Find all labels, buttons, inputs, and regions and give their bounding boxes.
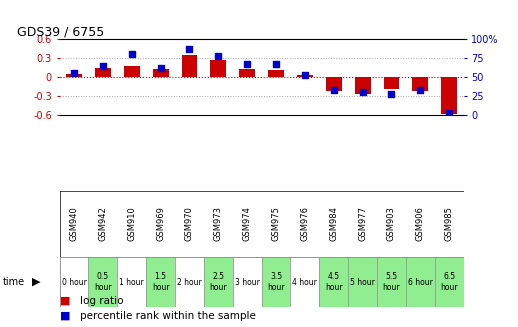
Bar (124, 66, 140, 77)
Text: GSM973: GSM973 (214, 206, 223, 242)
Bar (377, 257, 406, 307)
Bar (297, 75, 313, 77)
Text: GDS39 / 6755: GDS39 / 6755 (17, 25, 105, 38)
Text: GSM910: GSM910 (127, 207, 136, 241)
Text: ■: ■ (60, 296, 70, 306)
Bar (60, 257, 89, 307)
Text: 2 hour: 2 hour (177, 278, 202, 286)
Point (99, 63, 107, 68)
Text: percentile rank within the sample: percentile rank within the sample (80, 311, 256, 320)
Text: GSM977: GSM977 (358, 206, 367, 242)
Point (387, 91, 396, 96)
Point (445, 111, 453, 116)
Text: ■: ■ (60, 311, 70, 320)
Bar (383, 77, 399, 89)
Text: 4 hour: 4 hour (293, 278, 318, 286)
Text: GSM942: GSM942 (98, 207, 107, 241)
Text: 0.5
hour: 0.5 hour (94, 272, 112, 292)
Text: GSM969: GSM969 (156, 207, 165, 241)
Text: 3 hour: 3 hour (235, 278, 260, 286)
Bar (204, 257, 233, 307)
Point (156, 65, 165, 71)
Point (358, 90, 367, 95)
Bar (89, 257, 117, 307)
Bar (268, 70, 284, 77)
Text: GSM974: GSM974 (242, 207, 252, 241)
Point (70, 71, 78, 76)
Text: 1 hour: 1 hour (119, 278, 144, 286)
Bar (210, 60, 226, 77)
Text: 6.5
hour: 6.5 hour (440, 272, 458, 292)
Text: 3.5
hour: 3.5 hour (267, 272, 285, 292)
Bar (239, 69, 255, 77)
Text: 2.5
hour: 2.5 hour (209, 272, 227, 292)
Bar (441, 77, 457, 114)
Text: 4.5
hour: 4.5 hour (325, 272, 342, 292)
Point (301, 72, 309, 77)
Bar (355, 77, 370, 95)
Point (185, 46, 194, 52)
Text: 5.5
hour: 5.5 hour (383, 272, 400, 292)
Bar (117, 257, 146, 307)
Text: time: time (3, 277, 25, 287)
Text: GSM984: GSM984 (329, 207, 338, 241)
Text: ▶: ▶ (32, 277, 40, 287)
Point (329, 88, 338, 93)
Bar (406, 257, 435, 307)
Text: 5 hour: 5 hour (350, 278, 375, 286)
Bar (153, 69, 168, 77)
Bar (146, 257, 175, 307)
Bar (181, 55, 197, 77)
Bar (326, 77, 342, 91)
Point (416, 88, 424, 93)
Bar (66, 74, 82, 77)
Text: log ratio: log ratio (80, 296, 124, 306)
Bar (262, 257, 291, 307)
Text: GSM985: GSM985 (444, 207, 454, 241)
Bar (233, 257, 262, 307)
Bar (435, 257, 464, 307)
Bar (175, 257, 204, 307)
Point (243, 61, 251, 66)
Text: GSM975: GSM975 (271, 207, 281, 241)
Text: GSM940: GSM940 (69, 207, 79, 241)
Bar (319, 257, 348, 307)
Text: 1.5
hour: 1.5 hour (152, 272, 169, 292)
Point (127, 52, 136, 57)
Bar (291, 257, 319, 307)
Text: GSM903: GSM903 (387, 207, 396, 241)
Point (272, 62, 280, 67)
Point (214, 53, 222, 59)
Text: GSM906: GSM906 (416, 207, 425, 241)
Bar (412, 77, 428, 91)
Bar (95, 68, 111, 77)
Text: GSM970: GSM970 (185, 207, 194, 241)
Bar (348, 257, 377, 307)
Text: GSM976: GSM976 (300, 206, 309, 242)
Text: 0 hour: 0 hour (62, 278, 87, 286)
Text: 6 hour: 6 hour (408, 278, 433, 286)
